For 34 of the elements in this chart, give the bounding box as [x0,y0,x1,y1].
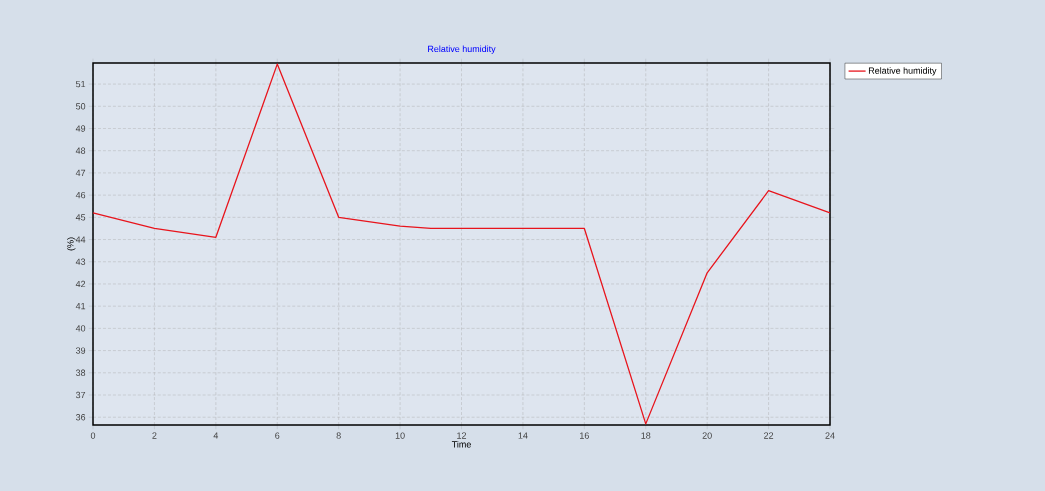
y-tick-label: 50 [75,103,86,110]
x-tick-label: 10 [395,432,405,439]
x-tick-label: 0 [90,432,96,439]
x-tick-label: 14 [518,432,528,439]
x-tick-label: 8 [336,432,341,439]
x-tick-label: 2 [152,432,157,439]
y-tick-label: 37 [75,391,86,399]
chart-title: Relative humidity [428,45,496,54]
line-series [92,63,831,425]
y-tick-label: 40 [75,325,86,332]
y-tick-label: 38 [75,369,86,376]
y-axis-title: (%) [67,237,76,251]
y-tick-label: 45 [75,214,86,221]
y-tick-label: 46 [75,191,86,199]
legend-label: Relative humidity [868,67,937,76]
x-tick-label: 24 [825,432,835,439]
y-tick-label: 47 [75,169,86,176]
x-tick-label: 12 [457,432,467,439]
y-tick-label: 43 [75,258,86,265]
x-tick-label: 18 [641,432,651,439]
x-axis-title: Time [451,440,471,448]
y-tick-label: 51 [75,80,86,88]
x-tick-label: 16 [580,432,589,439]
x-tick-label: 6 [275,432,280,439]
x-tick-label: 22 [764,432,774,439]
y-tick-label: 39 [75,347,86,354]
x-tick-label: 4 [213,432,219,439]
y-tick-label: 48 [75,147,86,154]
x-tick-label: 20 [702,432,712,439]
y-tick-label: 41 [75,303,86,310]
y-tick-label: 42 [75,280,86,288]
y-tick-label: 44 [75,236,86,243]
y-tick-label: 36 [75,414,86,421]
y-tick-label: 49 [75,125,86,132]
